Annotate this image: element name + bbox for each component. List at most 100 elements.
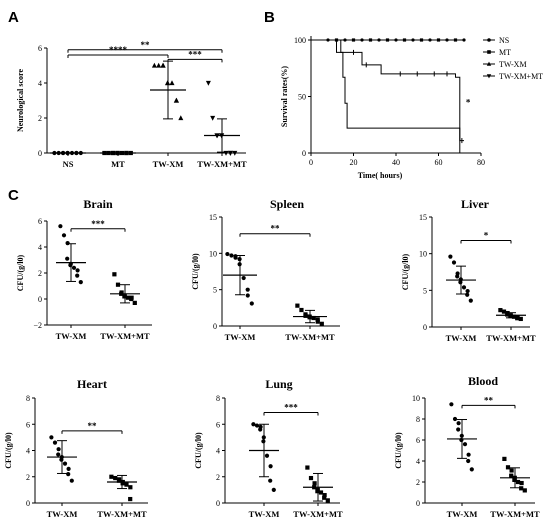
censor-mark [453,38,458,42]
category-label: MT [111,159,125,169]
panel-label-c: C [8,187,19,204]
data-point [455,274,460,279]
y-tick-label: −2 [33,321,42,330]
category-label: TW-XM+MT [293,509,343,519]
significance-label: ** [141,40,151,50]
data-point [75,268,80,273]
data-point [462,442,468,447]
x-tick-label: 60 [435,158,443,167]
chart-c-heart: 0 2 4 6 8 CFU/(g/l0) Heart TW-XM TW-XM+MT ** [4,377,148,519]
data-point [69,478,74,483]
data-point [113,475,118,481]
censor-mark [436,38,441,42]
data-point [508,313,513,319]
data-point [245,293,250,298]
y-tick-label: 2 [38,269,42,278]
y-tick-label: 0 [38,149,42,158]
y-tick-label: 8 [216,394,220,403]
y-tick-label: 0 [213,322,217,331]
data-point [254,423,260,428]
category-label: NS [63,159,74,169]
chart-c-brain: −2 0 2 4 6 CFU/(g/l0) Brain TW-XM TW-XM+MT *** [16,197,152,341]
data-point [268,478,273,483]
chart-title: Liver [461,197,490,211]
data-point [156,62,162,68]
data-point [312,481,317,486]
data-point [56,447,61,452]
legend-label: TW-XM [499,60,527,69]
data-point [322,495,327,500]
data-point [452,416,458,422]
data-point [498,308,503,313]
significance-label: * [466,98,471,108]
y-axis-label: Neurological score [16,69,25,132]
significance-label: *** [91,219,105,229]
data-point [233,255,238,260]
data-point [466,452,471,457]
significance-label: *** [188,49,202,59]
data-point [75,273,80,278]
panel-label-a: A [8,9,19,26]
data-point [160,62,166,68]
data-point [116,478,122,483]
data-point [319,321,324,326]
data-point [505,312,510,317]
category-label: TW-XM [446,333,477,343]
y-tick-label: 0 [302,149,306,158]
data-point [315,317,320,322]
category-label: TW-XM [47,509,78,519]
x-axis-label: Time( hours) [358,171,403,180]
category-label: TW-XM+MT [100,331,150,341]
data-point [49,435,54,440]
data-point [249,301,254,306]
chart-title: Heart [77,377,107,391]
data-point [505,465,511,470]
data-point [52,440,58,445]
y-tick-label: 15 [419,213,427,222]
data-point [509,468,514,473]
data-point [169,80,175,86]
y-tick-label: 6 [26,420,30,429]
category-label: TW-XM [447,509,478,519]
data-point [465,292,470,297]
data-point [122,294,127,299]
data-point [229,253,234,258]
data-point [66,472,71,477]
y-tick-label: 50 [298,93,306,102]
y-tick-label: 2 [38,114,42,123]
data-point [511,314,517,319]
significance-label: ** [88,421,98,431]
panel-label-b: B [264,9,275,26]
data-point [232,150,238,156]
data-point [58,224,63,229]
data-point [112,272,117,277]
y-axis-label: CFU/(g/l0) [394,432,403,469]
data-point [519,480,524,486]
y-tick-label: 10 [412,394,420,403]
data-point [512,477,517,482]
y-tick-label: 6 [38,44,42,53]
censor-mark [402,38,407,42]
data-point [456,421,461,426]
category-label: TW-XM+MT [285,332,335,342]
data-point [456,427,461,432]
y-tick-label: 2 [416,478,420,487]
y-axis-label: CFU/(g/l0) [191,253,200,290]
y-tick-label: 100 [294,36,306,45]
data-point [271,487,276,492]
data-point [261,439,266,444]
data-point [258,427,263,432]
data-point [65,241,70,246]
y-tick-label: 0 [26,499,30,508]
legend-marker [486,61,492,66]
data-point [56,452,61,457]
y-tick-label: 4 [38,243,42,252]
legend-label: MT [499,48,511,57]
x-tick-label: 0 [309,158,313,167]
survival-line-2 [311,39,464,142]
data-point [132,300,137,305]
data-point [325,498,330,503]
data-point [68,263,73,268]
significance-label: *** [284,402,298,412]
